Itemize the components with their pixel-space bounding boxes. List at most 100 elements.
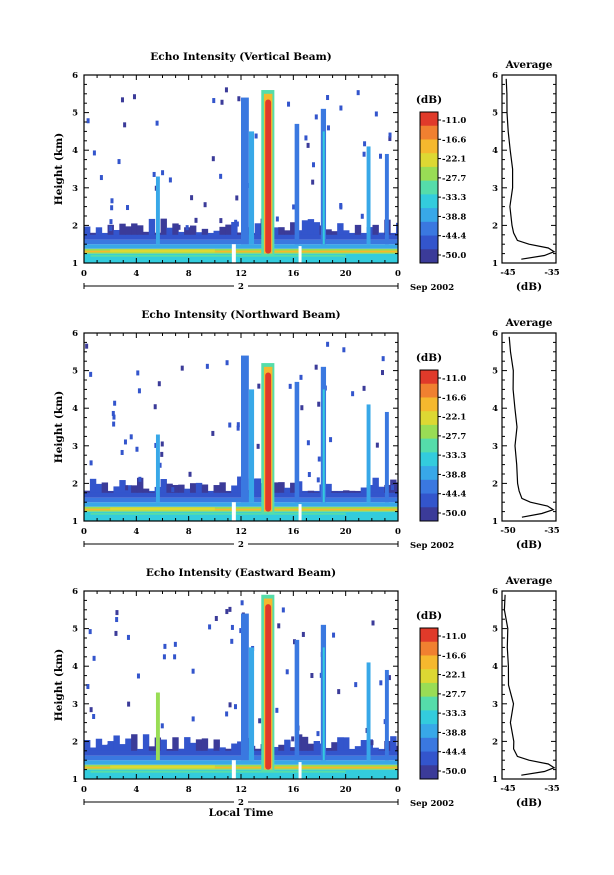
colorbar-segment: [420, 655, 438, 670]
echo-speck: [120, 449, 124, 455]
x-tick-label: 0: [395, 785, 401, 795]
echo-cell: [337, 223, 344, 235]
echo-speck: [157, 381, 161, 387]
colorbar-segment: [420, 641, 438, 656]
echo-plume: [248, 131, 255, 245]
profile-frame: [501, 74, 557, 264]
echo-layer: [84, 760, 398, 765]
date-month-year: Sep 2002: [410, 541, 454, 551]
echo-streak: [110, 249, 215, 253]
echo-cell: [290, 482, 297, 493]
echo-cell: [331, 231, 338, 235]
echo-cell: [360, 740, 368, 751]
echo-speck: [228, 422, 232, 428]
y-axis-label: Height (km): [53, 391, 65, 463]
echo-cell: [301, 736, 309, 751]
echo-cell: [225, 224, 232, 235]
colorbar-label: -16.6: [442, 651, 466, 661]
echo-cell: [184, 488, 191, 493]
echo-cell: [278, 744, 285, 751]
echo-speck: [317, 456, 321, 462]
echo-cell: [101, 482, 109, 493]
echo-speck: [110, 198, 114, 204]
echo-cell: [172, 223, 179, 235]
profile-frame: [501, 332, 557, 522]
echo-cell: [148, 218, 156, 235]
profile-y-tick-label: 4: [492, 662, 498, 672]
echo-speck: [326, 95, 330, 101]
echo-cell: [378, 486, 385, 493]
echo-cell: [178, 748, 185, 751]
echo-cell: [231, 221, 238, 235]
echo-speck: [92, 655, 96, 661]
echo-speck: [137, 388, 141, 394]
colorbar-label: -33.3: [442, 709, 466, 719]
colorbar-unit: (dB): [416, 610, 442, 622]
panel-1: Echo Intensity (Northward Beam)0 4 8 12 16 20…: [53, 309, 560, 551]
echo-speck: [185, 225, 189, 231]
echo-cell: [348, 749, 356, 751]
echo-cell: [231, 743, 238, 751]
echo-speck: [329, 437, 333, 443]
echo-cell: [113, 229, 120, 235]
echo-cell: [125, 485, 132, 493]
colorbar-label: -11.0: [442, 116, 466, 126]
echo-cell: [101, 233, 109, 235]
x-tick-label: 16: [287, 785, 299, 795]
echo-speck: [236, 422, 240, 428]
profile-y-tick-label: 1: [492, 259, 498, 269]
y-tick-label: 1: [72, 517, 78, 527]
echo-speck: [363, 141, 367, 147]
echo-speck: [304, 135, 308, 141]
echo-core: [265, 372, 272, 512]
colorbar-label: -33.3: [442, 451, 466, 461]
echo-speck: [160, 451, 164, 457]
echo-cell: [184, 227, 191, 235]
echo-cell: [119, 480, 126, 493]
echo-cell: [284, 230, 291, 235]
profile-y-tick-label: 2: [492, 221, 498, 231]
echo-speck: [112, 414, 116, 420]
x-tick-label: 20: [340, 527, 352, 537]
echo-speck: [299, 374, 303, 380]
echo-cell: [325, 483, 332, 493]
y-tick-label: 3: [72, 700, 78, 710]
echo-speck: [112, 421, 116, 427]
colorbar-segment: [420, 208, 438, 223]
colorbar-segment: [420, 696, 438, 711]
colorbar-segment: [420, 249, 438, 264]
echo-speck: [225, 711, 229, 717]
echo-cell: [201, 738, 209, 751]
echo-speck: [225, 609, 229, 615]
echo-cell: [207, 748, 215, 751]
echo-speck: [152, 171, 156, 177]
echo-cell: [290, 747, 297, 751]
echo-cell: [372, 747, 379, 751]
x-tick-label: 4: [133, 785, 139, 795]
echo-plume: [384, 411, 389, 503]
echo-speck: [351, 391, 355, 397]
colorbar-label: -27.7: [442, 432, 466, 442]
echo-streak: [90, 512, 346, 515]
echo-speck: [292, 639, 296, 645]
echo-cell: [313, 491, 320, 493]
echo-cell: [237, 741, 244, 751]
echo-cell: [113, 486, 120, 493]
x-tick-label: 12: [235, 269, 247, 279]
echo-plume: [155, 176, 160, 245]
echo-cell: [301, 220, 309, 235]
echo-cell: [254, 478, 262, 493]
panel-title: Echo Intensity (Northward Beam): [141, 309, 340, 321]
y-axis-label: Height (km): [53, 133, 65, 205]
echo-speck: [173, 641, 177, 647]
echo-plume: [322, 131, 325, 245]
echo-speck: [388, 132, 392, 138]
echo-cell: [101, 744, 109, 751]
echo-speck: [99, 175, 103, 181]
panel-0: Echo Intensity (Vertical Beam)0 4 8 12 16 20 0…: [53, 51, 560, 293]
echo-speck: [292, 204, 296, 210]
echo-cell: [343, 737, 350, 751]
colorbar-label: -33.3: [442, 193, 466, 203]
echo-speck: [92, 713, 96, 719]
echo-cell: [148, 491, 156, 493]
